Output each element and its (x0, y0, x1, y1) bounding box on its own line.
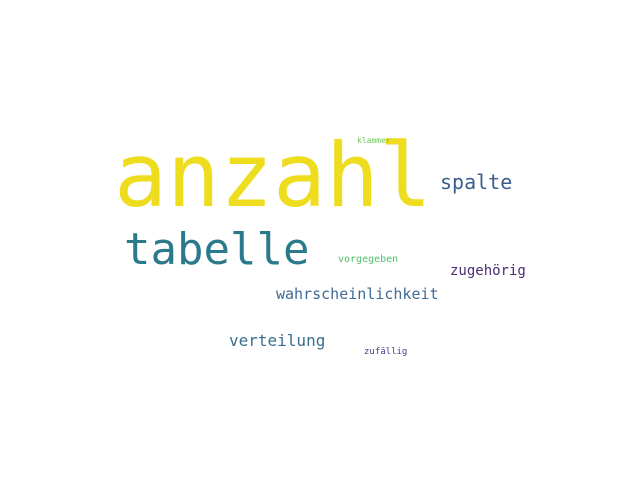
word-anzahl: anzahl (114, 124, 432, 227)
word-wahrscheinlichkeit: wahrscheinlichkeit (276, 285, 439, 303)
word-zugehorig: zugehörig (450, 263, 526, 279)
word-zufallig: zufällig (364, 347, 408, 357)
word-vorgegeben: vorgegeben (338, 254, 399, 265)
word-klammer: klammer (357, 136, 391, 145)
word-verteilung: verteilung (229, 331, 326, 350)
word-spalte: spalte (440, 170, 513, 194)
word-tabelle: tabelle (124, 224, 310, 275)
